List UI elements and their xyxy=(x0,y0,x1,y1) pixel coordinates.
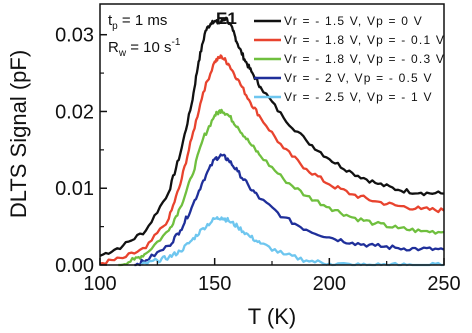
series-line-1 xyxy=(99,16,445,257)
x-tick-label: 100 xyxy=(83,273,116,295)
x-tick-label: 200 xyxy=(313,273,346,295)
rate-window-value: = 10 s xyxy=(126,39,171,56)
x-tick-label: 250 xyxy=(427,273,460,295)
legend: Vr = - 1.5 V, Vp = 0 V Vr = - 1.8 V, Vp =… xyxy=(254,14,445,104)
rate-window-symbol: R xyxy=(108,39,119,56)
y-tick-label: 0.01 xyxy=(55,178,94,200)
pulse-width-symbol: t xyxy=(108,12,113,29)
rate-window-annotation: Rw = 10 s-1 xyxy=(108,37,181,59)
y-axis-title: DLTS Signal (pF) xyxy=(6,50,31,218)
legend-label-4: Vr = - 2 V, Vp = - 0.5 V xyxy=(284,71,433,85)
y-tick-label: 0.02 xyxy=(55,101,94,123)
pulse-width-subscript: p xyxy=(112,21,118,32)
legend-label-1: Vr = - 1.5 V, Vp = 0 V xyxy=(284,14,423,28)
series-line-3 xyxy=(118,108,445,267)
peak-label-e1: E1 xyxy=(216,9,237,28)
x-axis-title: T (K) xyxy=(248,304,296,329)
series-line-4 xyxy=(134,153,445,267)
pulse-width-annotation: tp = 1 ms xyxy=(108,12,167,32)
series-line-2 xyxy=(99,54,445,266)
axis-ticks: 100 150 200 250 0.00 0.01 0.02 0.03 xyxy=(55,25,461,295)
curves-layer xyxy=(99,16,445,267)
y-tick-label: 0.00 xyxy=(55,255,94,277)
rate-window-subscript: w xyxy=(118,48,127,59)
legend-label-3: Vr = - 1.8 V, Vp = - 0.3 V xyxy=(284,52,445,66)
x-tick-label: 150 xyxy=(198,273,231,295)
y-tick-label: 0.03 xyxy=(55,25,94,47)
rate-window-superscript: -1 xyxy=(172,37,181,48)
pulse-width-value: = 1 ms xyxy=(118,12,168,29)
legend-label-2: Vr = - 1.8 V, Vp = - 0.1 V xyxy=(284,33,445,47)
legend-label-5: Vr = - 2.5 V, Vp = - 1 V xyxy=(284,90,433,104)
